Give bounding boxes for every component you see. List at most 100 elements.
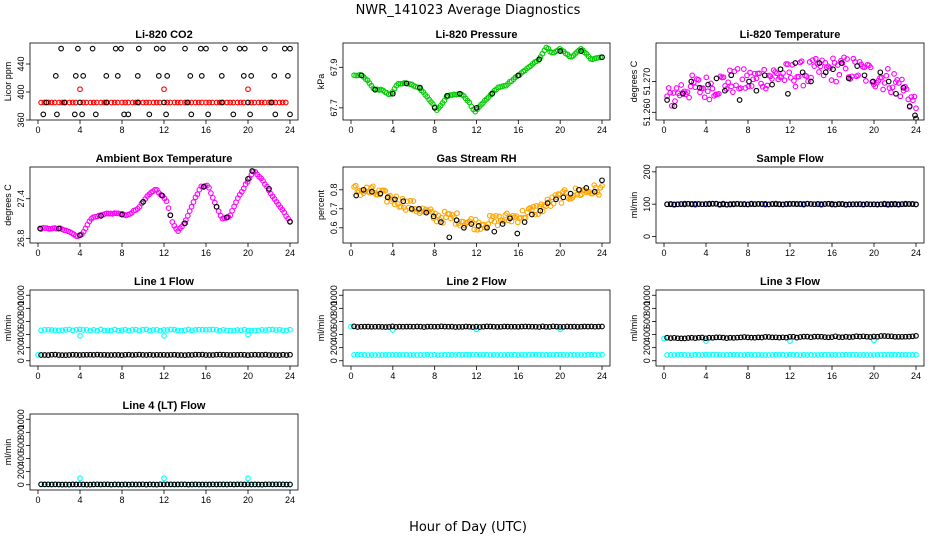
data-point [762,334,769,340]
panel-title: Line 2 Flow [447,276,507,288]
data-point [867,352,874,358]
data-point [459,351,466,358]
data-point [111,326,118,333]
y-axis-label: Licor ppm [3,62,13,102]
data-point [266,99,272,106]
data-point [59,481,66,488]
data-point [596,191,602,198]
data-point [281,45,288,52]
y-axis-label: degrees C [629,60,639,102]
panel-points [37,168,293,240]
data-point [428,352,434,358]
data-point [153,481,160,488]
data-point [755,201,762,207]
data-point [201,183,207,190]
data-point [368,352,375,358]
data-point [273,327,279,333]
data-point [684,89,691,95]
data-point [877,69,884,76]
data-point [836,334,842,340]
data-point [818,201,825,207]
data-point [59,352,66,358]
x-tick-label: 20 [243,495,253,505]
data-point [832,201,839,208]
data-point [361,352,368,358]
data-point [407,352,413,358]
y-tick-label: 200 [329,340,339,355]
data-point [80,481,87,488]
data-point [414,352,420,358]
data-point [468,221,475,227]
y-axis-label: ml/min [629,315,639,342]
data-point [515,72,522,79]
data-point [758,80,764,87]
data-point [699,201,706,208]
data-point [786,69,793,76]
data-point [184,212,191,219]
data-point [790,352,797,358]
data-point [111,481,118,488]
data-point [101,327,108,334]
data-point [913,201,919,208]
data-point [53,225,60,232]
data-point [178,327,185,334]
data-point [793,352,800,358]
data-point [273,481,279,488]
data-point [902,352,909,358]
data-point [280,481,286,488]
data-point [744,351,751,358]
data-point [709,351,716,358]
data-point [140,199,146,205]
y-axis-label: ml/min [3,315,13,342]
data-point [160,45,166,52]
data-point [416,205,422,212]
x-tick-label: 20 [869,248,879,258]
data-point [389,327,396,333]
data-point [348,323,354,330]
data-point [699,334,706,341]
data-point [576,186,582,193]
data-point [811,201,818,208]
data-point [48,351,55,358]
data-point [599,351,605,358]
data-point [389,323,396,330]
data-point [164,99,171,106]
data-point [797,201,804,207]
x-tick-label: 8 [432,371,437,381]
data-point [751,351,758,358]
data-point [706,96,713,103]
data-point [389,90,396,97]
series-ambient-raw [38,168,293,240]
data-point [190,199,197,205]
data-point [396,352,403,358]
x-tick-label: 24 [911,125,921,135]
data-point [689,72,696,79]
data-point [753,75,760,82]
data-point [101,351,108,358]
data-point [108,99,115,106]
data-point [160,481,167,488]
y-tick-label: 51.260 [642,99,652,127]
data-point [668,102,675,109]
data-point [210,481,216,488]
data-point [245,99,251,106]
data-point [38,481,44,488]
x-tick-label: 12 [785,248,795,258]
data-point [375,352,382,358]
data-point [674,352,681,358]
data-point [578,323,584,330]
data-point [740,66,747,72]
data-point [473,104,480,111]
data-point [132,99,139,106]
data-point [122,326,129,333]
data-point [196,481,202,488]
series-li820-co2-raw [38,86,289,106]
data-point [161,99,167,106]
data-point [174,481,181,488]
data-point [69,99,76,106]
data-point [741,201,748,207]
data-point [902,201,909,208]
series-temp-raw [664,54,919,112]
x-tick-label: 0 [35,125,40,135]
data-point [272,111,279,118]
